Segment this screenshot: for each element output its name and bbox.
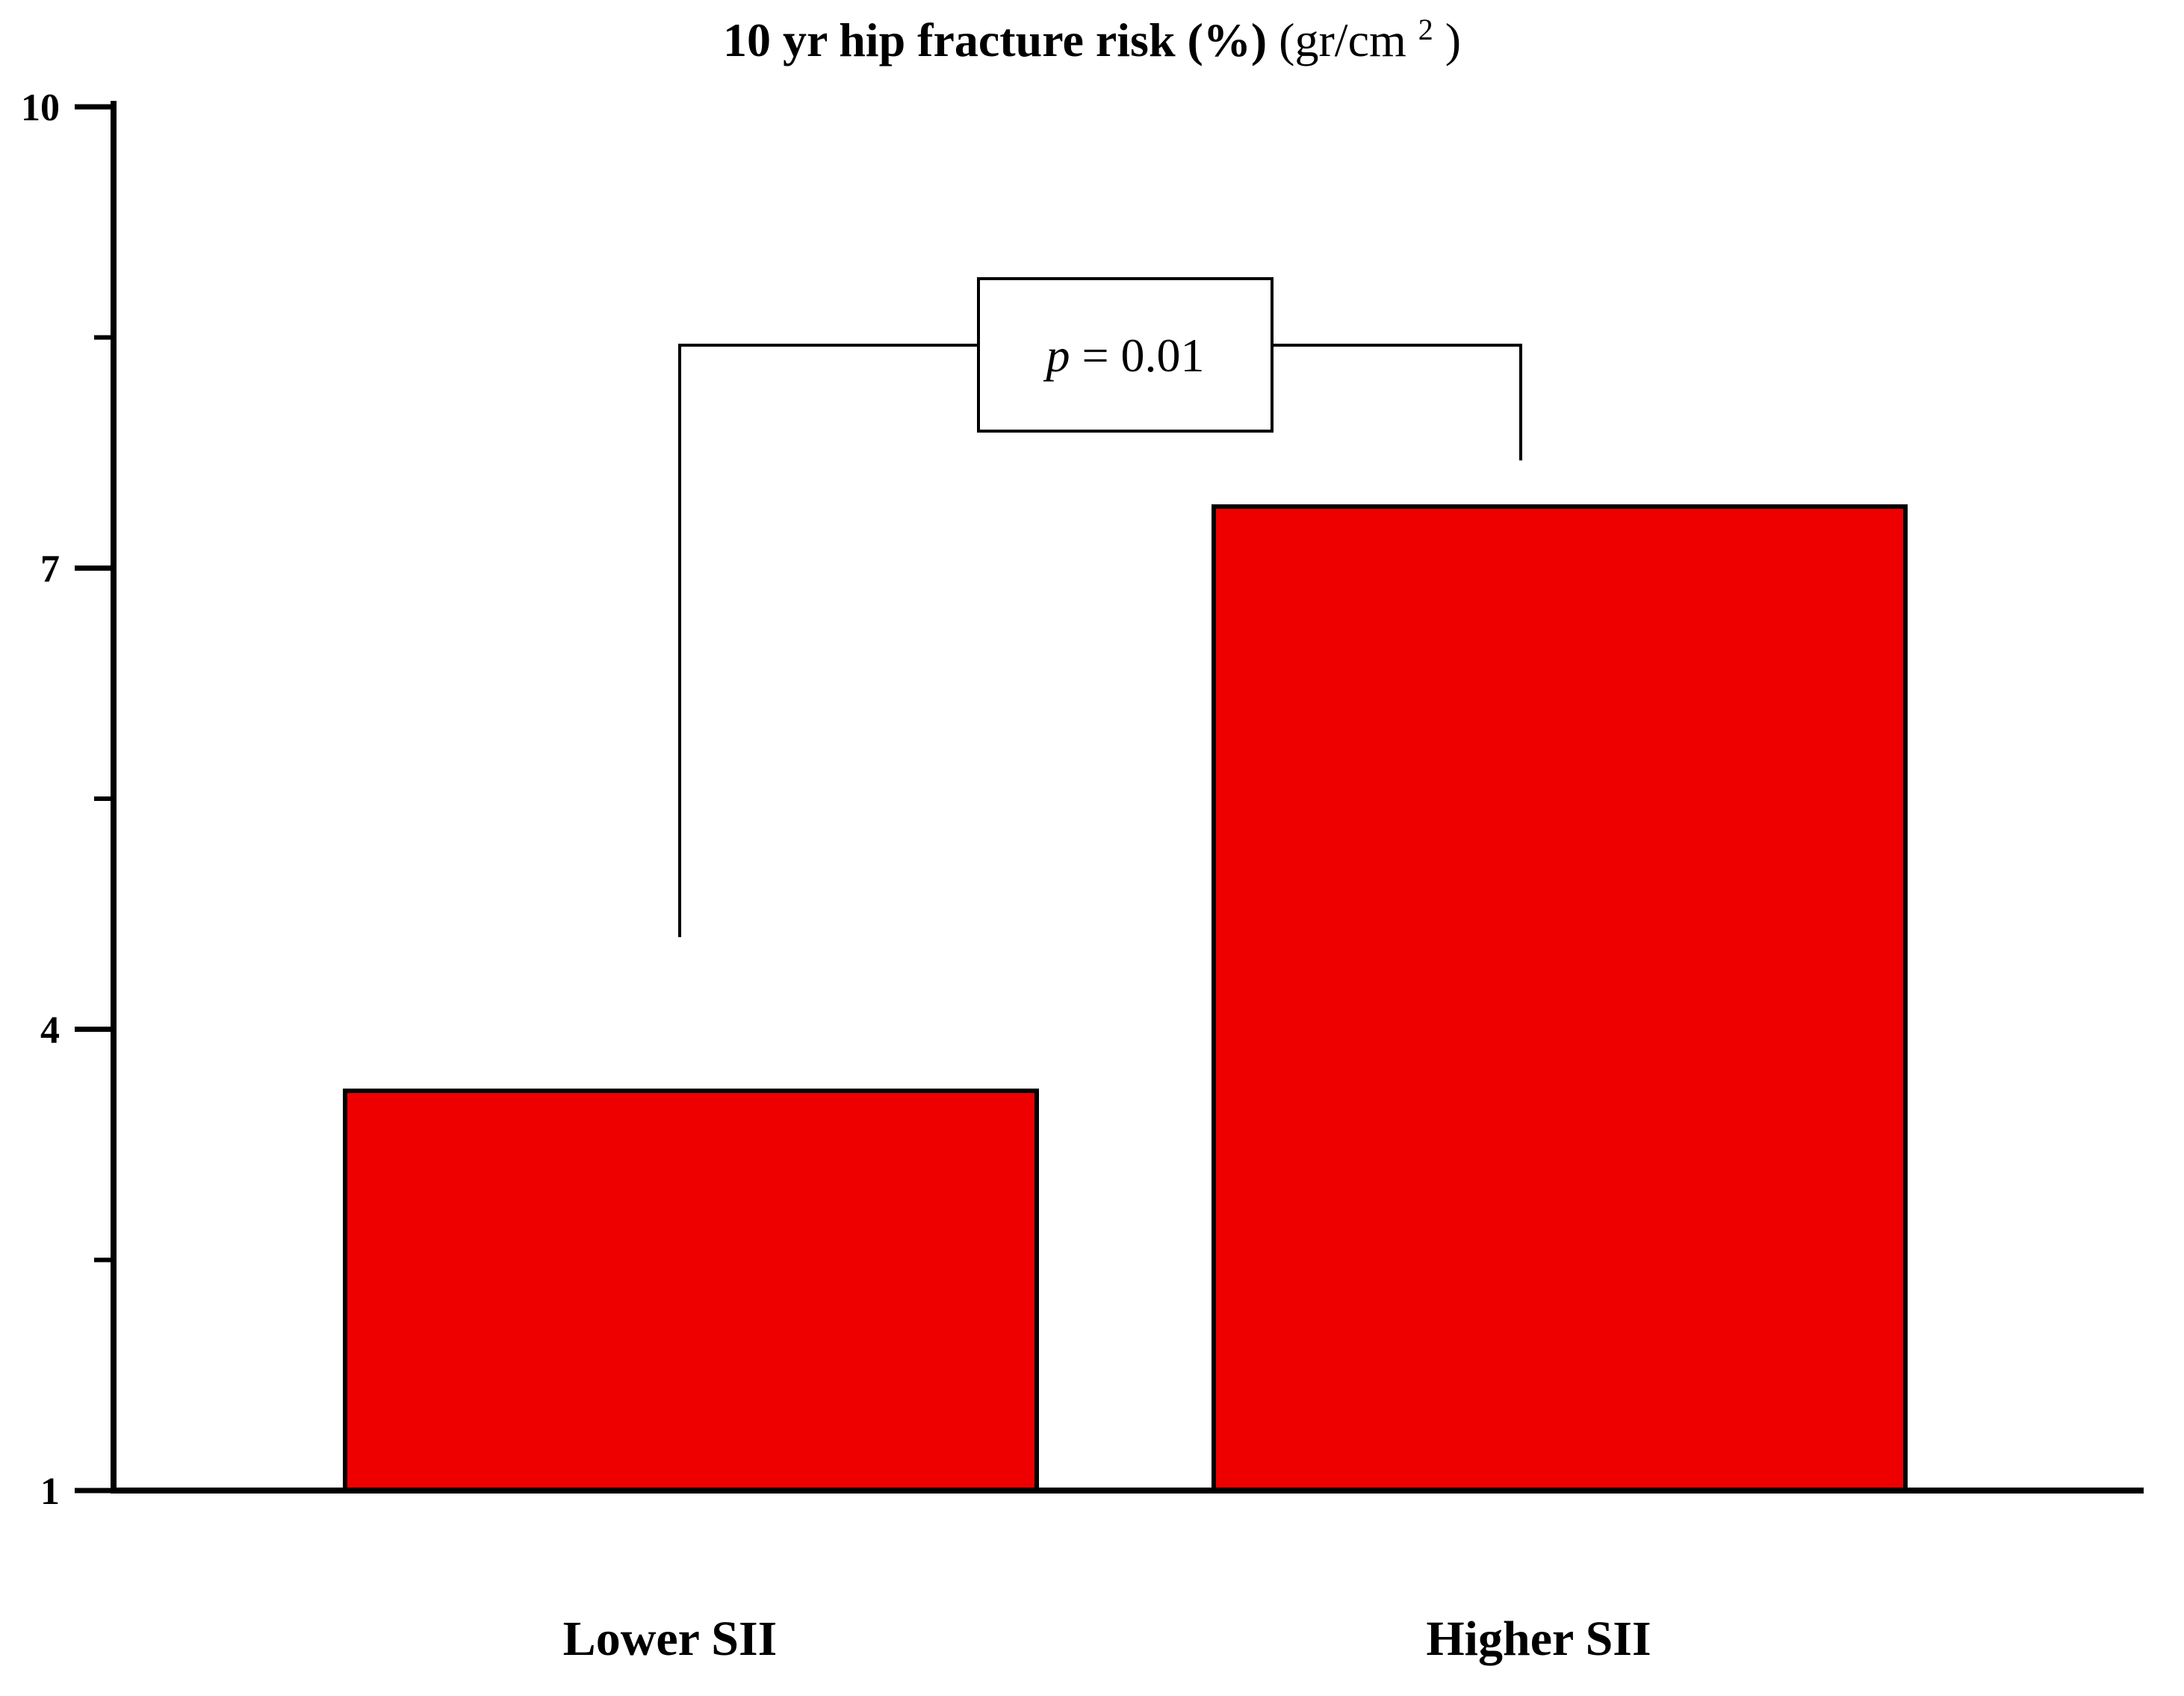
chart-title: 10 yr hip fracture risk (%) (gr/cm 2 ) [723, 0, 1461, 66]
chart-title-unit-close: ) [1445, 13, 1461, 66]
y-tick-label: 10 [21, 87, 60, 129]
plot-area: 1 4 7 10 Lower SII Higher SII p = 0.01 [21, 87, 2144, 1666]
p-symbol: p [1043, 329, 1070, 382]
x-category-label: Higher SII [1426, 1612, 1651, 1666]
significance-bracket: p = 0.01 [678, 277, 1522, 938]
bar-lower-sii [343, 1088, 1039, 1493]
y-tick-label: 4 [40, 1009, 60, 1052]
bar-higher-sii [1212, 504, 1908, 1493]
p-value-label: p = 0.01 [1043, 329, 1204, 382]
x-category-label: Lower SII [563, 1612, 778, 1666]
y-tick-label: 7 [40, 548, 60, 590]
p-value-text: = 0.01 [1070, 329, 1204, 382]
chart-title-main: 10 yr hip fracture risk (%) [723, 13, 1267, 66]
chart-title-unit-sup: 2 [1418, 13, 1433, 46]
chart-title-unit: (gr/cm [1279, 13, 1406, 66]
p-value-box [977, 277, 1274, 433]
y-tick-label: 1 [40, 1470, 60, 1513]
